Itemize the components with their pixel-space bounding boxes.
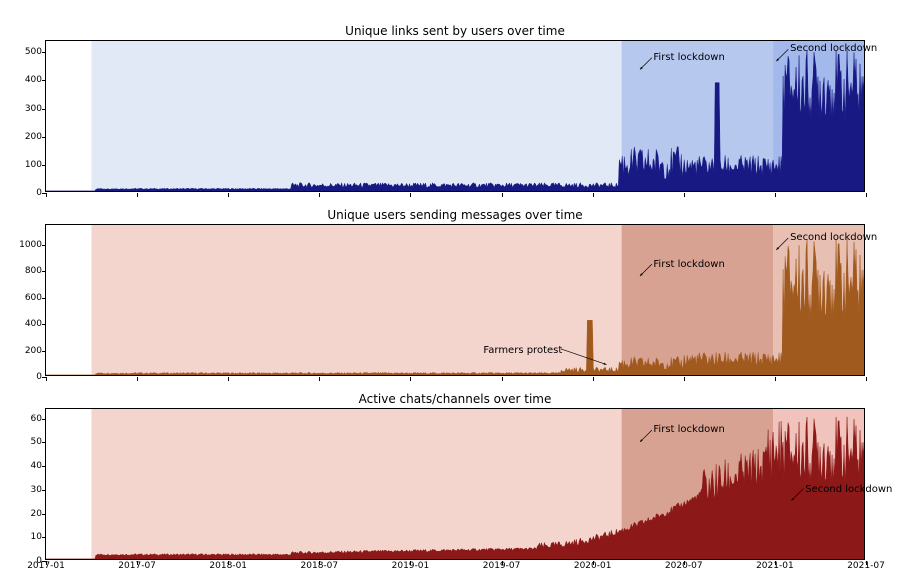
ytick-mark [42, 351, 46, 352]
xtick-mark [593, 377, 594, 381]
annotation-label: Second lockdown [790, 43, 877, 54]
ytick-mark [42, 324, 46, 325]
ytick-mark [42, 271, 46, 272]
plot-area [46, 225, 864, 375]
ytick-mark [42, 466, 46, 467]
xtick-mark [593, 193, 594, 197]
annotation-label: First lockdown [653, 259, 724, 270]
annotation-label: First lockdown [653, 52, 724, 63]
plot-area [46, 41, 864, 191]
xtick-mark [137, 561, 138, 565]
xtick-mark [866, 561, 867, 565]
ytick-mark [42, 80, 46, 81]
xtick-mark [775, 561, 776, 565]
xtick-mark [502, 561, 503, 565]
xtick-mark [684, 561, 685, 565]
xtick-mark [410, 193, 411, 197]
ytick-mark [42, 298, 46, 299]
xtick-mark [137, 377, 138, 381]
panel-links: Unique links sent by users over time0100… [45, 40, 865, 192]
panel-title: Unique links sent by users over time [46, 24, 864, 38]
xtick-mark [866, 377, 867, 381]
ytick-mark [42, 442, 46, 443]
ytick-mark [42, 245, 46, 246]
shade-first-lockdown [622, 225, 773, 375]
xtick-mark [137, 193, 138, 197]
xtick-mark [775, 377, 776, 381]
ytick-mark [42, 52, 46, 53]
annotation-label: Second lockdown [790, 232, 877, 243]
xtick-mark [775, 193, 776, 197]
xtick-mark [319, 561, 320, 565]
xtick-mark [502, 377, 503, 381]
panel-users: Unique users sending messages over time0… [45, 224, 865, 376]
ytick-mark [42, 419, 46, 420]
ytick-mark [42, 137, 46, 138]
panel-chats: Active chats/channels over time010203040… [45, 408, 865, 560]
xtick-mark [410, 561, 411, 565]
xtick-mark [228, 561, 229, 565]
figure: Unique links sent by users over time0100… [0, 0, 900, 568]
xtick-mark [228, 377, 229, 381]
plot-area [46, 409, 864, 559]
xtick-mark [866, 193, 867, 197]
xtick-mark [684, 193, 685, 197]
xtick-mark [46, 193, 47, 197]
ytick-mark [42, 514, 46, 515]
xtick-mark [46, 561, 47, 565]
annotation-label: Second lockdown [805, 484, 892, 495]
panel-title: Active chats/channels over time [46, 392, 864, 406]
xtick-mark [502, 193, 503, 197]
xtick-mark [319, 377, 320, 381]
xtick-mark [46, 377, 47, 381]
xtick-mark [410, 377, 411, 381]
xtick-mark [228, 193, 229, 197]
xtick-mark [684, 377, 685, 381]
ytick-mark [42, 490, 46, 491]
annotation-label: Farmers protest [483, 345, 562, 356]
ytick-mark [42, 165, 46, 166]
panel-title: Unique users sending messages over time [46, 208, 864, 222]
xtick-mark [593, 561, 594, 565]
annotation-label: First lockdown [653, 424, 724, 435]
ytick-mark [42, 109, 46, 110]
xtick-mark [319, 193, 320, 197]
ytick-mark [42, 537, 46, 538]
